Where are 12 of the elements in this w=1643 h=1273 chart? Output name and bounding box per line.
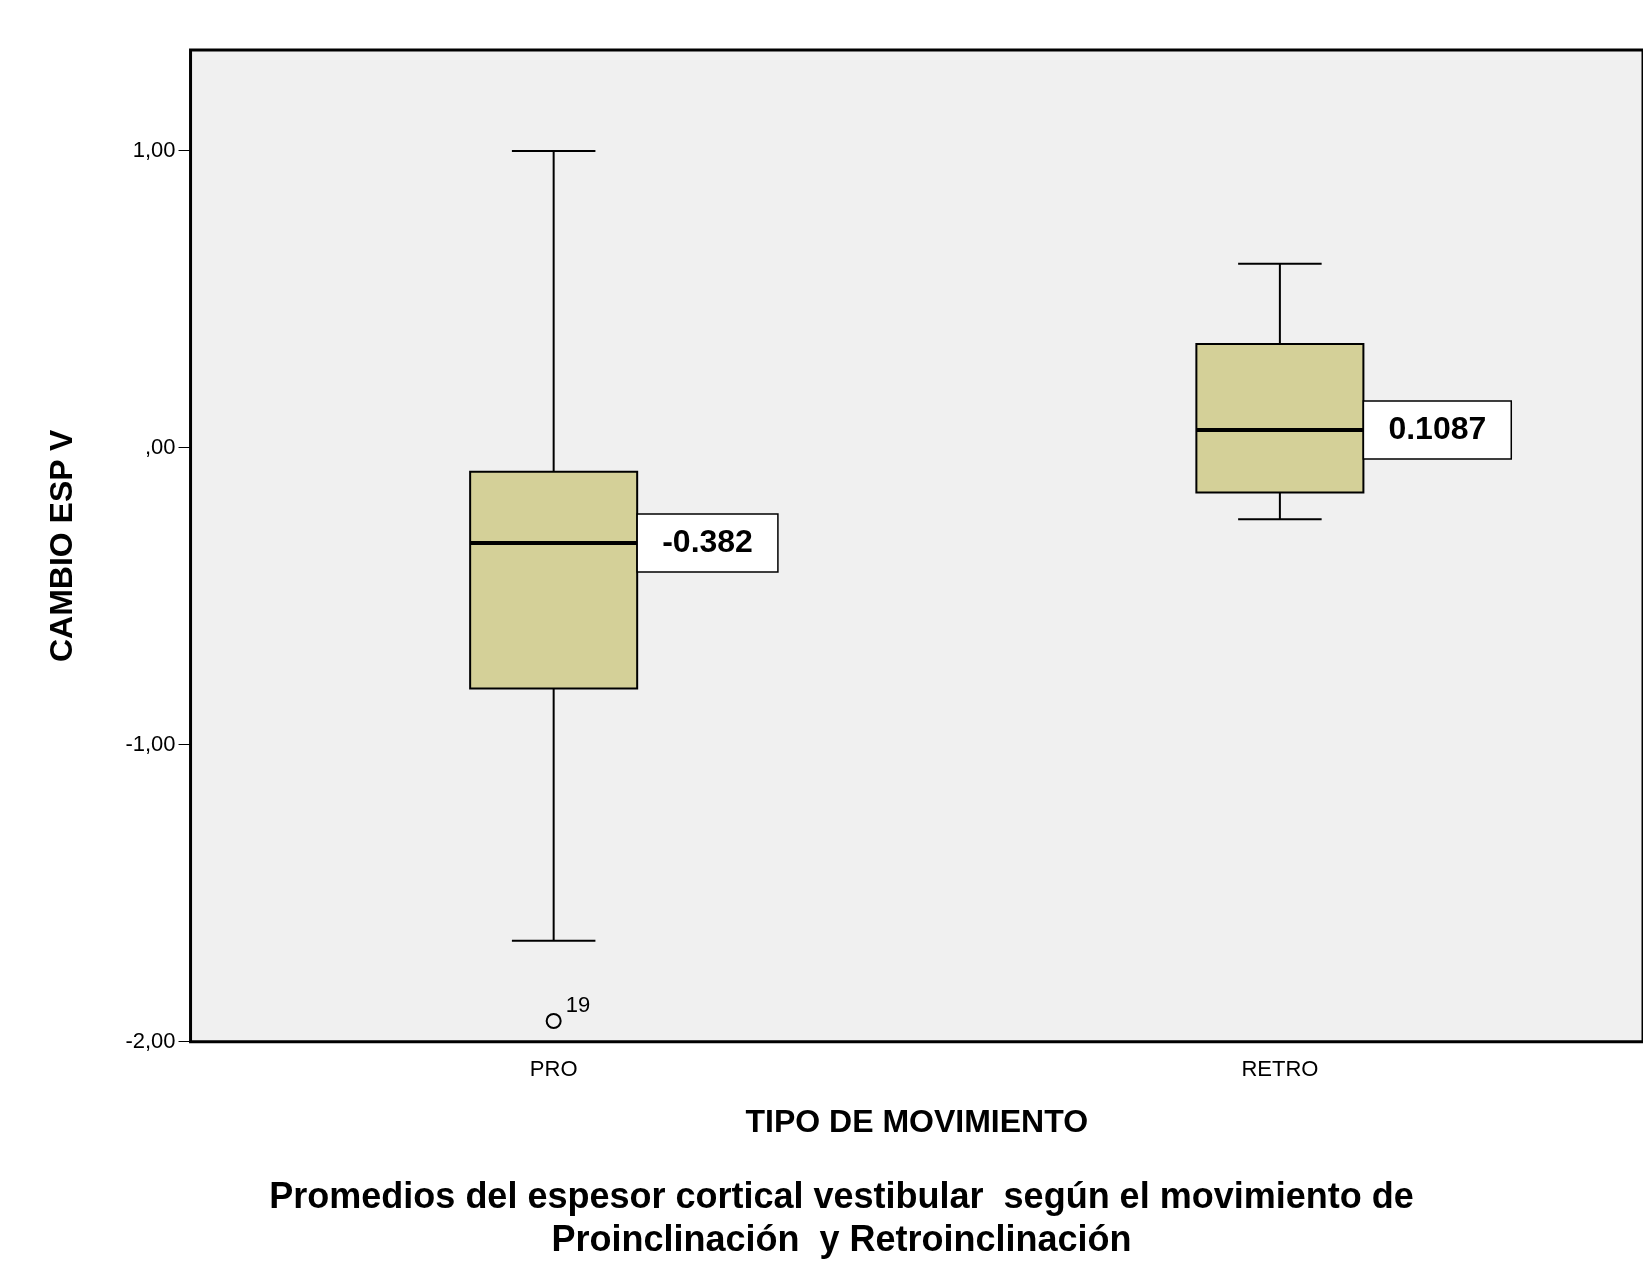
annotation: 0.1087 — [1388, 409, 1487, 446]
annotation: -0.382 — [662, 522, 753, 559]
text: Promedios del espesor cortical vestibular según el movimiento de Proinclinación y Retroinclinación — [269, 1175, 1414, 1260]
y-axis-title: CAMBIO ESP V — [43, 429, 80, 663]
x-tick-label: RETRO — [1241, 1056, 1319, 1082]
annotation: 19 — [565, 992, 591, 1018]
y-tick-label: ,00 — [144, 433, 176, 459]
y-tick-label: -2,00 — [125, 1027, 176, 1053]
y-tick-label: 1,00 — [132, 137, 176, 163]
x-tick-label: PRO — [529, 1056, 578, 1082]
y-tick-label: -1,00 — [125, 730, 176, 756]
x-axis-title: TIPO DE MOVIMIENTO — [745, 1103, 1089, 1140]
